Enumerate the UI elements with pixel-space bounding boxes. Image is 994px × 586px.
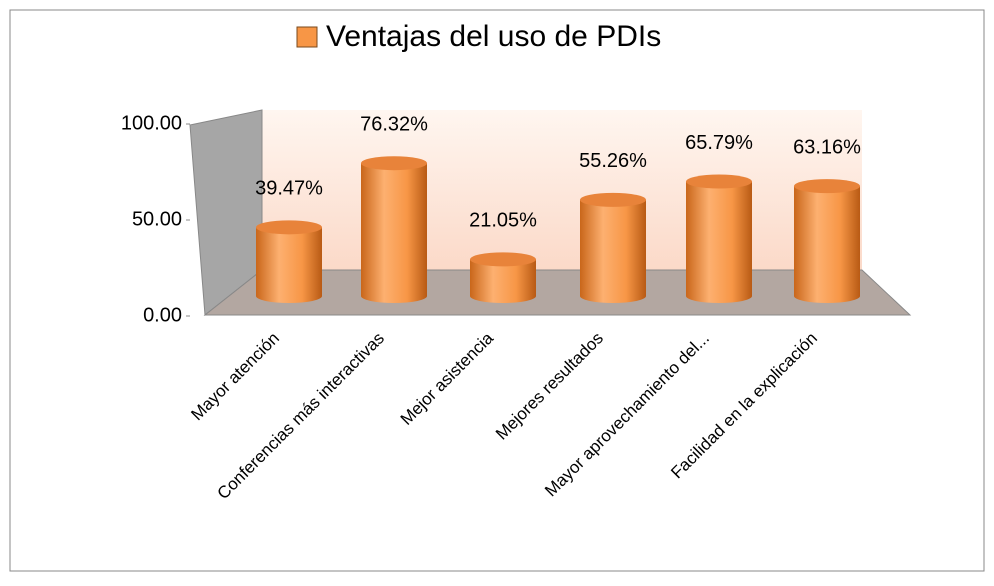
cylinder-top [686, 174, 752, 189]
value-label: 63.16% [793, 136, 861, 158]
legend-label: Ventajas del uso de PDIs [326, 20, 661, 53]
y-tick-label: 0.00 [143, 304, 182, 326]
bar [686, 174, 752, 303]
cylinder-top [580, 192, 646, 207]
cylinder-top [470, 252, 536, 267]
value-label: 39.47% [255, 178, 323, 200]
cylinder-top [361, 156, 427, 171]
y-tick-label: 50.00 [132, 208, 182, 230]
cylinder-body [470, 259, 536, 303]
value-label: 76.32% [360, 113, 428, 135]
cylinder-body [686, 181, 752, 303]
value-label: 21.05% [469, 210, 537, 232]
bar [794, 179, 860, 303]
cylinder-body [794, 186, 860, 303]
cylinder-body [361, 163, 427, 303]
value-label: 65.79% [685, 132, 753, 154]
cylinder-top [794, 179, 860, 194]
cylinder-top [256, 220, 322, 235]
back-wall [262, 110, 862, 270]
bar [470, 252, 536, 303]
cylinder-body [580, 199, 646, 303]
bar [361, 156, 427, 303]
value-label: 55.26% [579, 150, 647, 172]
bar [580, 192, 646, 303]
cylinder-body [256, 227, 322, 303]
bar [256, 220, 322, 303]
y-tick-label: 100.00 [121, 112, 182, 134]
legend-swatch [296, 26, 318, 48]
